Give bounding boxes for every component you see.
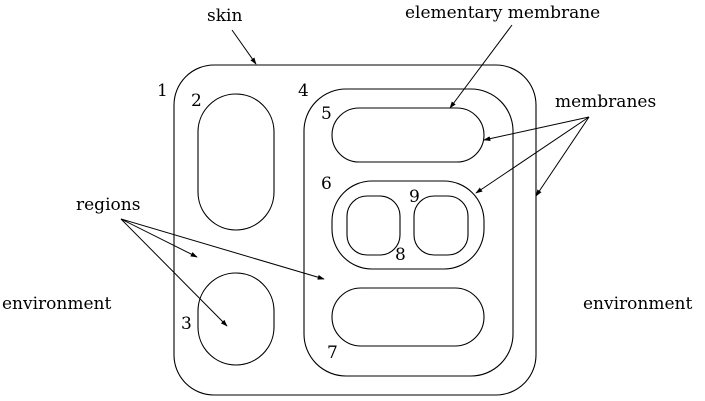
membrane-number-1: 1 — [157, 81, 168, 101]
membranes-arrow-to-5 — [483, 116, 590, 142]
membrane-number-9: 9 — [409, 187, 420, 207]
regions-arrow-3 — [120, 218, 325, 280]
membrane-4 — [303, 88, 514, 377]
membranes-label: membranes — [555, 92, 656, 112]
membrane-number-6: 6 — [321, 174, 332, 194]
regions-arrow-2 — [120, 218, 228, 327]
membrane-number-2: 2 — [191, 91, 202, 111]
membrane-8 — [346, 195, 401, 256]
environment-left-label: environment — [2, 294, 111, 314]
membrane-3 — [197, 272, 275, 366]
membrane-6 — [331, 180, 485, 270]
regions-label: regions — [76, 195, 140, 215]
membrane-1-skin — [173, 64, 537, 396]
membrane-number-4: 4 — [298, 81, 309, 101]
membrane-number-7: 7 — [327, 343, 338, 363]
environment-right-label: environment — [583, 294, 692, 314]
membrane-number-5: 5 — [321, 104, 332, 124]
membrane-2 — [197, 93, 275, 231]
elementary-membrane-arrow — [449, 24, 513, 109]
elementary-membrane-label: elementary membrane — [405, 3, 600, 23]
regions-arrow-1 — [120, 218, 198, 258]
membrane-number-8: 8 — [395, 245, 406, 265]
membrane-5 — [331, 107, 485, 163]
skin-label: skin — [207, 6, 242, 26]
membranes-arrow-to-skin — [535, 116, 590, 197]
membranes-arrow-to-6 — [475, 116, 590, 194]
membrane-9 — [413, 195, 469, 256]
membrane-number-3: 3 — [181, 314, 192, 334]
skin-arrow — [231, 29, 257, 65]
membrane-7 — [331, 287, 485, 347]
